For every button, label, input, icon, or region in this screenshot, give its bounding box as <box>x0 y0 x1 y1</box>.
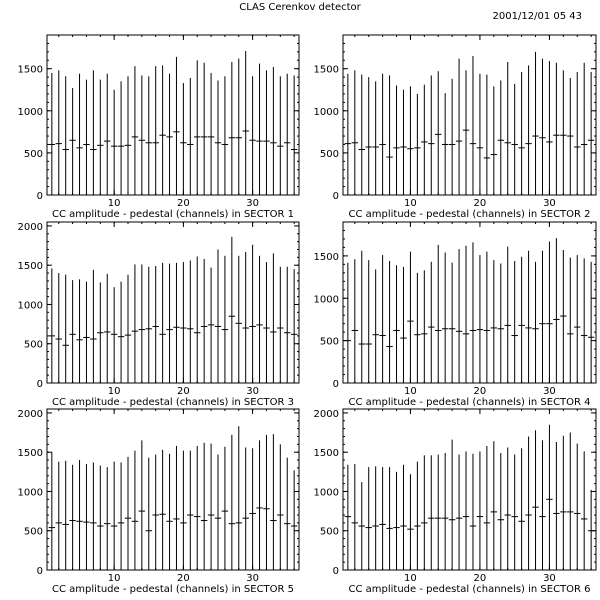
y-tick-label: 500 <box>24 149 43 160</box>
x-tick-label: 30 <box>543 198 556 209</box>
y-tick-label: 0 <box>333 566 339 577</box>
plot-frame <box>46 221 300 384</box>
plot-frame <box>342 34 597 196</box>
y-tick-label: 0 <box>37 566 43 577</box>
y-tick-label: 0 <box>37 191 43 202</box>
x-tick-label: 30 <box>543 386 556 397</box>
x-axis-label: CC amplitude - pedestal (channels) in SE… <box>348 397 590 408</box>
y-tick-label: 1500 <box>18 261 43 272</box>
timestamp: 2001/12/01 05 43 <box>492 11 582 22</box>
x-tick-label: 10 <box>404 198 417 209</box>
x-axis-label: CC amplitude - pedestal (channels) in SE… <box>52 584 294 595</box>
plot-frame <box>342 221 597 384</box>
x-tick-label: 20 <box>177 386 190 397</box>
y-tick-label: 2000 <box>314 409 339 420</box>
y-tick-label: 0 <box>37 379 43 390</box>
x-axis-label: CC amplitude - pedestal (channels) in SE… <box>52 209 294 220</box>
y-tick-label: 1000 <box>18 487 43 498</box>
x-tick-label: 10 <box>108 198 121 209</box>
x-tick-label: 20 <box>474 573 487 584</box>
y-tick-label: 1000 <box>18 300 43 311</box>
x-tick-label: 20 <box>177 198 190 209</box>
x-tick-label: 30 <box>246 386 259 397</box>
x-tick-label: 30 <box>246 198 259 209</box>
x-axis-label: CC amplitude - pedestal (channels) in SE… <box>348 209 590 220</box>
x-tick-label: 20 <box>474 198 487 209</box>
y-tick-label: 1500 <box>314 252 339 263</box>
x-tick-label: 10 <box>108 573 121 584</box>
y-tick-label: 0 <box>333 379 339 390</box>
y-tick-label: 500 <box>320 337 339 348</box>
y-tick-label: 500 <box>24 340 43 351</box>
plot-frame <box>46 408 300 571</box>
x-tick-label: 10 <box>404 573 417 584</box>
y-tick-label: 1000 <box>18 107 43 118</box>
y-tick-label: 1500 <box>18 448 43 459</box>
x-axis-label: CC amplitude - pedestal (channels) in SE… <box>52 397 294 408</box>
x-tick-label: 10 <box>404 386 417 397</box>
plot-frame <box>342 408 597 571</box>
y-tick-label: 1500 <box>314 65 339 76</box>
y-tick-label: 500 <box>320 149 339 160</box>
y-tick-label: 2000 <box>18 222 43 233</box>
x-tick-label: 20 <box>474 386 487 397</box>
x-tick-label: 30 <box>543 573 556 584</box>
y-tick-label: 500 <box>24 527 43 538</box>
x-tick-label: 20 <box>177 573 190 584</box>
y-tick-label: 0 <box>333 191 339 202</box>
y-tick-label: 1500 <box>18 65 43 76</box>
y-tick-label: 1000 <box>314 107 339 118</box>
y-tick-label: 1000 <box>314 294 339 305</box>
y-tick-label: 1000 <box>314 487 339 498</box>
x-tick-label: 10 <box>108 386 121 397</box>
x-axis-label: CC amplitude - pedestal (channels) in SE… <box>348 584 590 595</box>
y-tick-label: 2000 <box>18 409 43 420</box>
y-tick-label: 500 <box>320 527 339 538</box>
page-title: CLAS Cerenkov detector <box>239 2 361 13</box>
x-tick-label: 30 <box>246 573 259 584</box>
plot-frame <box>46 34 300 196</box>
y-tick-label: 1500 <box>314 448 339 459</box>
